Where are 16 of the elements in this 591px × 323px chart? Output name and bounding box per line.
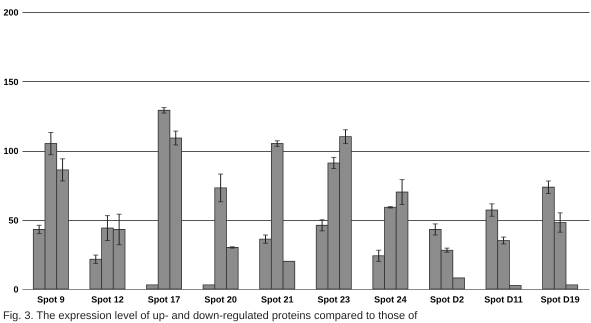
y-tick-label: 200 — [3, 8, 18, 18]
x-tick-label: Spot D2 — [430, 294, 464, 304]
y-tick-label: 150 — [3, 76, 18, 87]
x-tick-label: Spot 12 — [91, 294, 124, 304]
x-tick-label: Spot 20 — [204, 294, 237, 304]
y-tick-label: 100 — [3, 146, 18, 156]
x-tick-label: Spot 21 — [260, 294, 294, 304]
x-tick-label: Spot D19 — [540, 294, 580, 304]
y-tick-label: 0 — [13, 284, 18, 294]
caption: Fig. 3. The expression level of up- and down-regulated proteins compared to those of — [2, 310, 418, 322]
x-tick-label: Spot 24 — [374, 294, 407, 304]
x-tick-label: Spot D11 — [484, 294, 523, 304]
x-tick-label: Spot 9 — [37, 294, 65, 304]
x-tick-label: Spot 17 — [148, 294, 180, 304]
x-tick-label: Spot 23 — [318, 294, 350, 304]
y-tick-label: 50 — [8, 215, 18, 226]
